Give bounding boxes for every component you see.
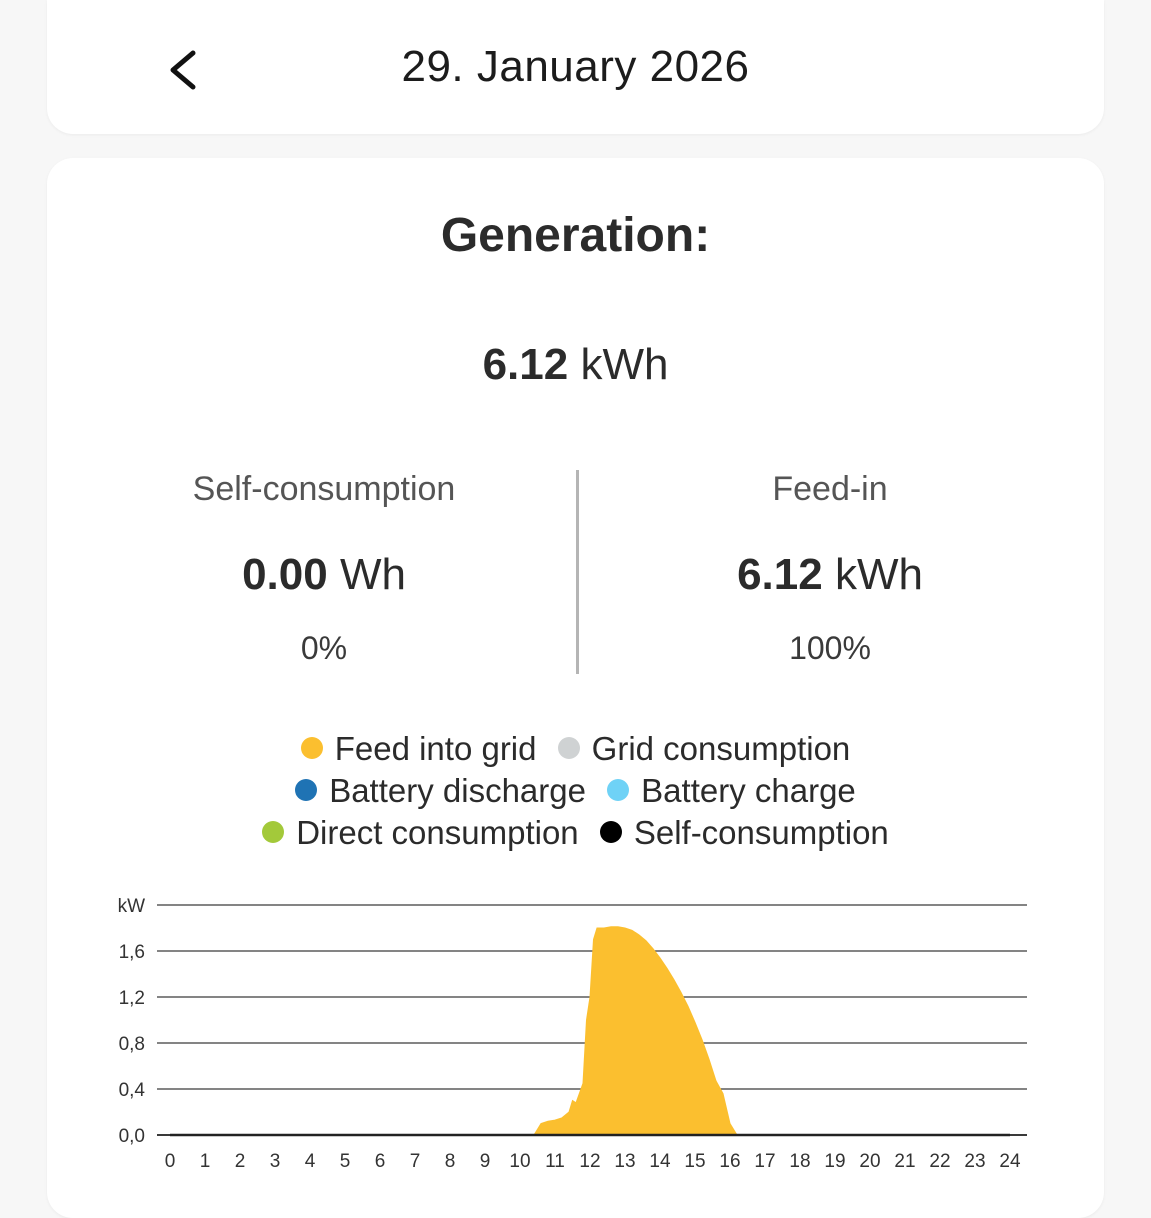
x-tick-label: 7 [410,1151,421,1172]
self-consumption-dot-icon [599,821,622,844]
feed-in-label: Feed-in [772,470,888,508]
y-tick-label: 1,2 [119,988,145,1009]
feed-into-grid-area [533,926,738,1136]
stats-divider [576,470,579,674]
legend-row: Battery discharge Battery charge [47,770,1104,812]
feed-in-percent: 100% [789,630,871,666]
legend-item-battery-charge[interactable]: Battery charge [607,770,856,812]
self-consumption-unit: Wh [339,550,406,599]
feed-in-number: 6.12 [737,550,823,599]
back-button[interactable] [157,40,217,100]
legend-item-battery-discharge[interactable]: Battery discharge [295,770,586,812]
legend-label: Battery discharge [329,772,586,809]
chart-legend: Feed into grid Grid consumption Battery … [47,728,1104,854]
y-tick-label: 0,8 [119,1034,145,1055]
x-tick-label: 6 [375,1151,386,1172]
grid-consumption-dot-icon [557,737,580,760]
x-tick-label: 2 [235,1151,246,1172]
x-tick-label: 24 [999,1151,1021,1172]
feed-into-grid-dot-icon [300,737,323,760]
legend-label: Battery charge [641,772,856,809]
self-consumption-percent: 0% [300,630,348,666]
x-tick-label: 1 [200,1151,211,1172]
chevron-left-icon [170,50,196,90]
feed-in-unit: kWh [834,550,923,599]
x-tick-label: 10 [509,1151,530,1172]
legend-item-direct-consumption[interactable]: Direct consumption [262,812,579,854]
legend-row: Direct consumption Self-consumption [47,812,1104,854]
battery-charge-dot-icon [607,779,630,802]
self-consumption-number: 0.00 [242,550,328,599]
x-tick-label: 14 [649,1151,671,1172]
generation-title: Generation: [440,209,711,262]
legend-label: Direct consumption [296,814,579,851]
x-tick-label: 4 [305,1151,316,1172]
y-tick-label: 0,4 [119,1080,146,1101]
legend-label: Grid consumption [591,730,851,767]
x-tick-label: 16 [719,1151,740,1172]
self-consumption-column: Self-consumption 0.00 Wh 0% [114,470,534,667]
x-tick-label: 23 [964,1151,985,1172]
feed-in-value: 6.12 kWh [620,550,1040,600]
x-tick-label: 8 [445,1151,456,1172]
y-tick-label: 0,0 [119,1126,145,1147]
x-tick-label: 9 [480,1151,491,1172]
legend-label: Self-consumption [633,814,889,851]
battery-discharge-dot-icon [295,779,318,802]
x-tick-label: 18 [789,1151,810,1172]
x-tick-label: 21 [894,1151,915,1172]
self-consumption-label: Self-consumption [192,470,456,508]
header-card: 29. January 2026 [47,0,1104,134]
generation-total-unit: kWh [580,340,669,389]
x-tick-label: 22 [929,1151,950,1172]
direct-consumption-dot-icon [262,821,285,844]
y-axis-unit-label: kW [118,896,146,917]
x-tick-label: 0 [165,1151,176,1172]
x-tick-label: 13 [614,1151,635,1172]
x-tick-label: 12 [579,1151,600,1172]
generation-card: Generation: 6.12 kWh Self-consumption 0.… [47,158,1104,1218]
legend-item-grid-consumption[interactable]: Grid consumption [557,728,851,770]
generation-total: 6.12 kWh [47,340,1104,390]
x-tick-label: 15 [684,1151,705,1172]
x-tick-label: 20 [859,1151,880,1172]
x-tick-label: 3 [270,1151,281,1172]
self-consumption-value: 0.00 Wh [114,550,534,600]
x-tick-label: 17 [754,1151,775,1172]
x-tick-label: 5 [340,1151,351,1172]
legend-label: Feed into grid [334,730,537,767]
x-tick-label: 19 [824,1151,845,1172]
legend-item-self-consumption[interactable]: Self-consumption [599,812,889,854]
x-tick-label: 11 [545,1151,565,1172]
y-tick-label: 1,6 [119,942,145,963]
generation-total-value: 6.12 [482,340,569,389]
feed-in-column: Feed-in 6.12 kWh 100% [620,470,1040,667]
legend-item-feed-into-grid[interactable]: Feed into grid [300,728,537,770]
date-title: 29. January 2026 [401,42,750,91]
legend-row: Feed into grid Grid consumption [47,728,1104,770]
